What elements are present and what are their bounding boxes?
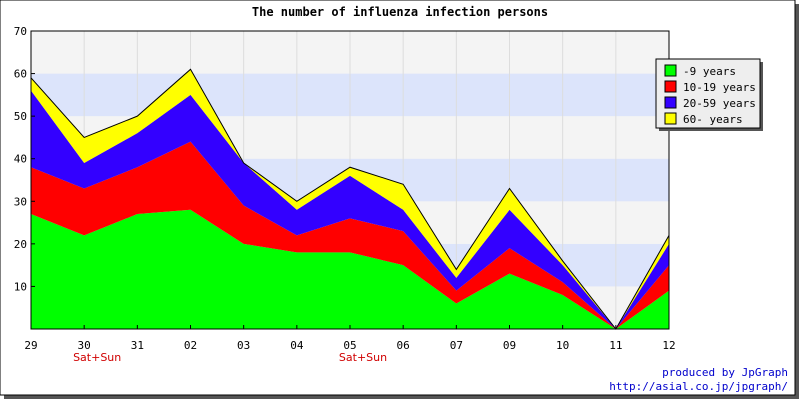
area-series-0 — [31, 209, 669, 329]
footer-produced-by: produced by JpGraph — [662, 366, 788, 379]
legend-label: 10-19 years — [683, 81, 756, 94]
y-tick-label: 30 — [14, 195, 27, 208]
x-tick-label: 09 — [503, 339, 516, 352]
x-tick-label: 03 — [237, 339, 250, 352]
x-axis-ticks: 29 30 31 02 03 04 05 06 07 09 10 11 12 — [24, 325, 676, 352]
x-tick-label: 07 — [450, 339, 463, 352]
x-tick-label: 04 — [290, 339, 304, 352]
x-tick-label: 31 — [131, 339, 144, 352]
legend-items: -9 years 10-19 years 20-59 years 60- years — [664, 64, 756, 126]
x-tick-label: 12 — [662, 339, 675, 352]
footer-url[interactable]: http://asial.co.jp/jpgraph/ — [609, 380, 788, 393]
legend-swatch — [664, 64, 677, 77]
plot-areas — [30, 68, 670, 330]
y-tick-label: 40 — [14, 153, 27, 166]
annotations: Sat+Sun Sat+Sun — [73, 351, 387, 364]
y-tick-label: 20 — [14, 238, 27, 251]
y-tick-label: 70 — [14, 25, 27, 38]
annotation-label: Sat+Sun — [73, 351, 121, 364]
legend-swatch — [664, 96, 677, 109]
annotation-label: Sat+Sun — [339, 351, 387, 364]
y-tick-label: 50 — [14, 110, 27, 123]
x-tick-label: 11 — [609, 339, 622, 352]
legend-label: 20-59 years — [683, 97, 756, 110]
legend: -9 years 10-19 years 20-59 years 60- years — [655, 58, 763, 131]
area-series-2 — [31, 90, 669, 329]
y-tick-label: 60 — [14, 68, 27, 81]
x-tick-label: 10 — [556, 339, 569, 352]
chart-title: The number of influenza infection person… — [252, 5, 548, 19]
x-tick-label: 30 — [78, 339, 91, 352]
x-tick-label: 29 — [24, 339, 37, 352]
legend-label: 60- years — [683, 113, 743, 126]
y-axis-ticks: 10 20 30 40 50 60 70 — [14, 25, 35, 293]
y-tick-label: 10 — [14, 280, 27, 293]
legend-swatch — [664, 112, 677, 125]
area-series-1 — [31, 141, 669, 329]
x-tick-label: 05 — [343, 339, 356, 352]
area-top-outline — [30, 68, 670, 330]
legend-label: -9 years — [683, 65, 736, 78]
legend-swatch — [664, 80, 677, 93]
x-tick-label: 06 — [397, 339, 410, 352]
x-tick-label: 02 — [184, 339, 197, 352]
